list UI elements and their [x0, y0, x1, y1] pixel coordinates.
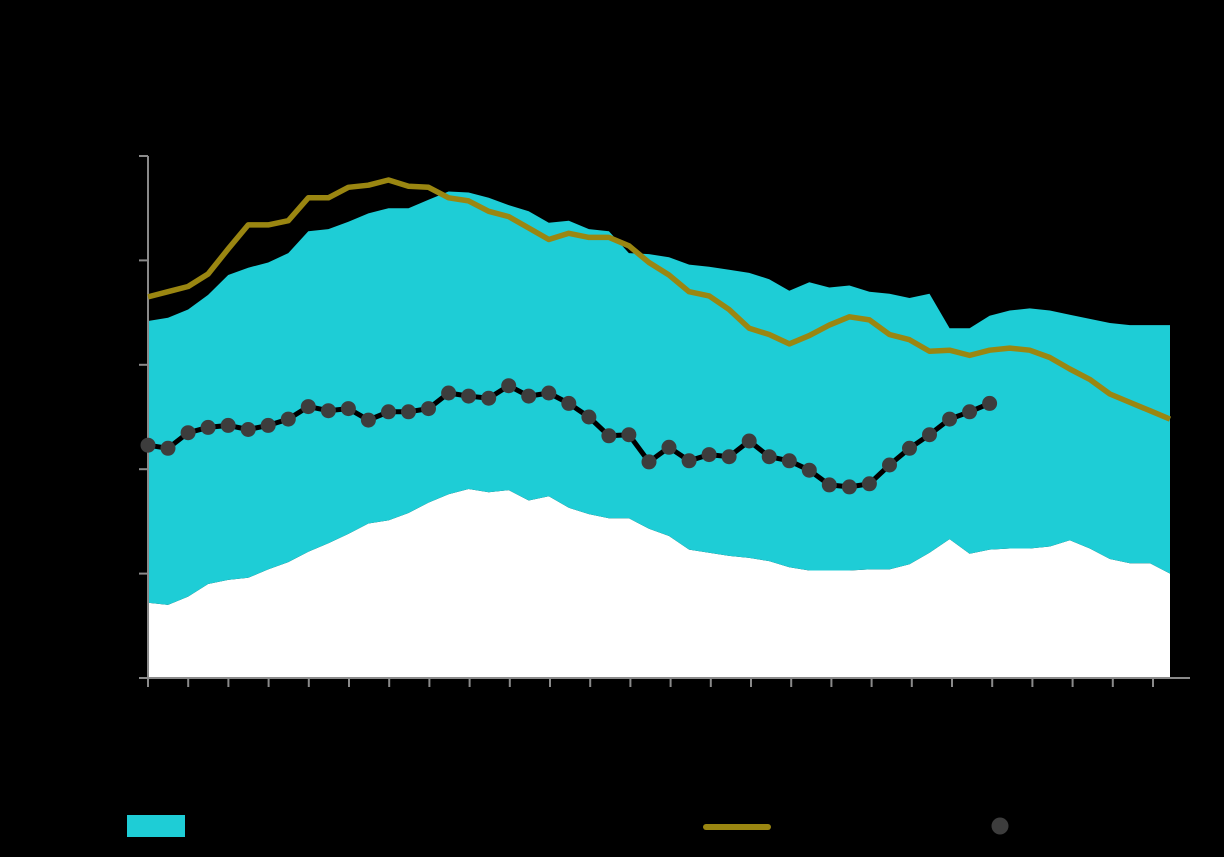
marker-series-point — [240, 422, 256, 437]
below-band-area — [148, 489, 1170, 678]
marker-series-point — [360, 412, 376, 428]
marker-series-point — [461, 388, 477, 404]
marker-series-point — [701, 447, 717, 463]
gold-series-line — [147, 177, 1172, 422]
marker-series-point — [721, 449, 737, 465]
marker-series-point — [761, 449, 777, 465]
marker-series-point — [882, 457, 897, 473]
legend-swatch-band — [127, 815, 185, 837]
range-band-area — [148, 191, 1170, 605]
marker-series-point — [621, 427, 637, 443]
marker-series-point — [441, 385, 457, 401]
marker-series-point — [661, 439, 677, 455]
marker-series-point — [962, 404, 978, 420]
marker-series-point — [140, 437, 156, 453]
marker-line-layer — [140, 378, 998, 495]
marker-series-point — [541, 385, 557, 401]
marker-series-point — [922, 427, 937, 443]
axes-layer — [139, 155, 1190, 687]
marker-series-point — [581, 409, 597, 425]
marker-series-point — [501, 378, 517, 394]
marker-series-point — [340, 401, 356, 417]
marker-series-point — [160, 440, 176, 456]
marker-series-point — [200, 419, 216, 435]
marker-series-point — [741, 433, 757, 449]
marker-series-point — [861, 476, 877, 492]
marker-series-point — [481, 390, 497, 406]
marker-series-point — [421, 401, 436, 417]
legend-swatch-marker — [991, 817, 1009, 835]
marker-series-point — [401, 404, 416, 420]
marker-series-point — [300, 399, 316, 415]
gold-line-layer — [147, 177, 1172, 422]
marker-series-point — [180, 425, 196, 441]
marker-series-point — [561, 395, 577, 411]
marker-series-point — [841, 479, 857, 495]
marker-series-point — [641, 454, 657, 470]
marker-series-point — [902, 440, 917, 456]
marker-series-point — [821, 477, 837, 493]
marker-series-point — [381, 404, 396, 420]
marker-series-point — [942, 411, 958, 427]
marker-series-point — [280, 411, 296, 427]
marker-series-point — [601, 428, 617, 444]
marker-series-point — [801, 462, 817, 478]
marker-series-point — [320, 403, 336, 419]
marker-series-point — [220, 417, 236, 433]
marker-series-point — [681, 453, 697, 469]
marker-series-point — [982, 395, 998, 411]
legend — [127, 815, 1009, 837]
marker-series-point — [521, 388, 537, 404]
marker-series-point — [781, 453, 797, 469]
range-band-layer — [148, 191, 1170, 678]
marker-series-point — [260, 417, 276, 433]
